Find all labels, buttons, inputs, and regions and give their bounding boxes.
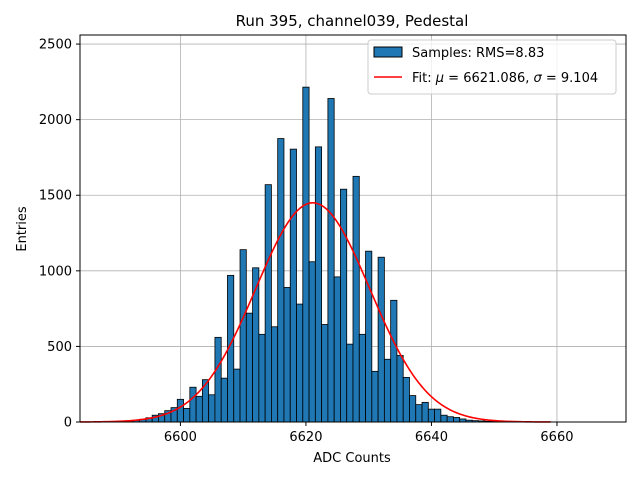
legend-bar-swatch xyxy=(373,46,403,58)
histogram-bar xyxy=(340,188,348,423)
histogram-bar xyxy=(308,261,316,423)
histogram-bar xyxy=(296,303,304,423)
histogram-bar xyxy=(377,256,385,423)
histogram-bar xyxy=(214,336,222,423)
histogram-bar xyxy=(333,276,341,423)
histogram-bar xyxy=(346,343,354,423)
x-tick-label: 6620 xyxy=(289,430,322,445)
y-tick-label: 1000 xyxy=(39,264,72,279)
y-axis-label: Entries xyxy=(15,206,30,252)
histogram-bar xyxy=(453,417,461,423)
y-tick-label: 2000 xyxy=(39,113,72,128)
histogram-bar xyxy=(220,377,228,423)
histogram-bar xyxy=(264,184,272,423)
histogram-bar xyxy=(440,414,448,423)
x-tick-label: 6660 xyxy=(540,430,573,445)
histogram-bar xyxy=(271,326,279,423)
histogram-bar xyxy=(314,146,323,423)
histogram-bar xyxy=(289,148,297,423)
histogram-bar xyxy=(302,86,310,423)
x-tick-label: 6640 xyxy=(415,430,448,445)
histogram-bar xyxy=(176,398,184,423)
histogram-bar xyxy=(321,324,329,423)
legend: Samples: RMS=8.83 Fit: μ = 6621.086, σ =… xyxy=(367,39,617,95)
histogram-bar xyxy=(383,358,392,423)
y-tick-label: 1500 xyxy=(39,189,72,204)
histogram-bar xyxy=(409,395,417,423)
chart-title: Run 395, channel039, Pedestal xyxy=(236,12,469,30)
histogram-bar xyxy=(277,138,285,423)
histogram-bar xyxy=(434,408,442,423)
histogram-bar xyxy=(421,401,429,423)
histogram-bar xyxy=(352,175,360,423)
legend-box xyxy=(367,39,617,95)
histogram-bar xyxy=(258,333,266,423)
histogram-bar xyxy=(427,408,435,423)
histogram-bar xyxy=(283,287,291,423)
histogram-bar xyxy=(327,98,335,423)
histogram-bar xyxy=(446,416,454,423)
x-tick-label: 6600 xyxy=(164,430,197,445)
histogram-bar xyxy=(208,394,216,423)
histogram-bar xyxy=(245,312,253,423)
histogram-bar xyxy=(233,368,241,423)
x-axis-label: ADC Counts xyxy=(313,451,391,466)
fit-curve-line xyxy=(79,202,551,423)
y-axis-ticks: 0 500 1000 1500 2000 2500 xyxy=(39,38,80,431)
histogram-bar xyxy=(415,404,423,423)
histogram-bar xyxy=(183,407,191,423)
histogram-bar xyxy=(252,267,260,423)
y-tick-label: 500 xyxy=(47,340,72,355)
histogram-bar xyxy=(365,250,373,423)
legend-entry-samples: Samples: RMS=8.83 xyxy=(412,46,544,61)
histogram-bar xyxy=(390,299,398,423)
histogram-bar xyxy=(239,249,247,423)
histogram-bar xyxy=(358,333,366,423)
histogram-bar xyxy=(396,355,404,423)
histogram-bar xyxy=(402,377,410,423)
histogram-bar xyxy=(195,395,203,423)
histogram-bar xyxy=(189,386,197,423)
y-tick-label: 0 xyxy=(64,416,72,431)
histogram-bar xyxy=(371,370,379,423)
x-axis-ticks: 6600 6620 6640 6660 xyxy=(164,422,574,445)
legend-entry-fit: Fit: μ = 6621.086, σ = 9.104 xyxy=(412,71,598,86)
plot-frame xyxy=(79,34,627,423)
y-tick-label: 2500 xyxy=(39,38,72,53)
